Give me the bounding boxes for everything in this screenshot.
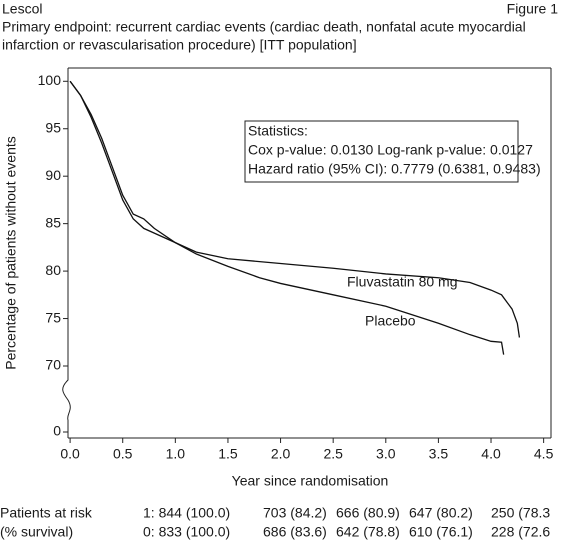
risk-cell: 250 (78.3 <box>491 505 550 521</box>
risk-cell: 0: 833 (100.0) <box>143 524 230 540</box>
risk-cell: 666 (80.9) <box>336 505 400 521</box>
risk-label: Patients at risk <box>0 505 93 521</box>
x-tick-label: 2.0 <box>271 446 291 462</box>
risk-cell: 642 (78.8) <box>336 524 400 540</box>
y-tick-label: 85 <box>45 214 61 230</box>
stats-text: Statistics: <box>248 123 308 139</box>
x-tick-label: 0.5 <box>113 446 133 462</box>
x-tick-label: 4.5 <box>534 446 554 462</box>
risk-cell: 647 (80.2) <box>409 505 473 521</box>
subtitle: Primary endpoint: recurrent cardiac even… <box>2 19 526 35</box>
x-tick-label: 0.0 <box>60 446 80 462</box>
stats-text: Hazard ratio (95% CI): 0.7779 (0.6381, 0… <box>248 161 541 177</box>
risk-cell: 228 (72.6 <box>491 524 550 540</box>
risk-cell: 686 (83.6) <box>263 524 327 540</box>
x-axis-label: Year since randomisation <box>232 473 389 489</box>
y-tick-label: 0 <box>53 423 61 439</box>
subtitle: infarction or revascularisation procedur… <box>2 37 357 53</box>
stats-box <box>244 120 519 183</box>
y-tick-label: 100 <box>38 72 62 88</box>
x-tick-label: 3.5 <box>429 446 449 462</box>
risk-cell: 610 (76.1) <box>409 524 473 540</box>
survival-curve <box>69 80 505 355</box>
x-tick-label: 3.0 <box>376 446 396 462</box>
y-tick-label: 95 <box>45 119 61 135</box>
y-axis <box>62 68 71 438</box>
y-tick-label: 80 <box>45 262 61 278</box>
survival-curve <box>69 80 521 338</box>
risk-label: (% survival) <box>0 524 73 540</box>
series-label: Fluvastatin 80 mg <box>347 274 458 290</box>
x-tick-label: 2.5 <box>323 446 343 462</box>
y-tick-label: 70 <box>45 357 61 373</box>
x-tick-label: 4.0 <box>481 446 501 462</box>
x-tick-label: 1.0 <box>166 446 186 462</box>
y-axis-label: Percentage of patients without events <box>3 136 19 369</box>
series-label: Placebo <box>365 313 416 329</box>
header-left: Lescol <box>2 1 42 17</box>
risk-cell: 1: 844 (100.0) <box>143 505 230 521</box>
header-right: Figure 1 <box>507 1 559 17</box>
risk-cell: 703 (84.2) <box>263 505 327 521</box>
x-tick-label: 1.5 <box>218 446 238 462</box>
y-tick-label: 90 <box>45 167 61 183</box>
y-tick-label: 75 <box>45 309 61 325</box>
stats-text: Cox p-value: 0.0130 Log-rank p-value: 0.… <box>248 142 533 158</box>
